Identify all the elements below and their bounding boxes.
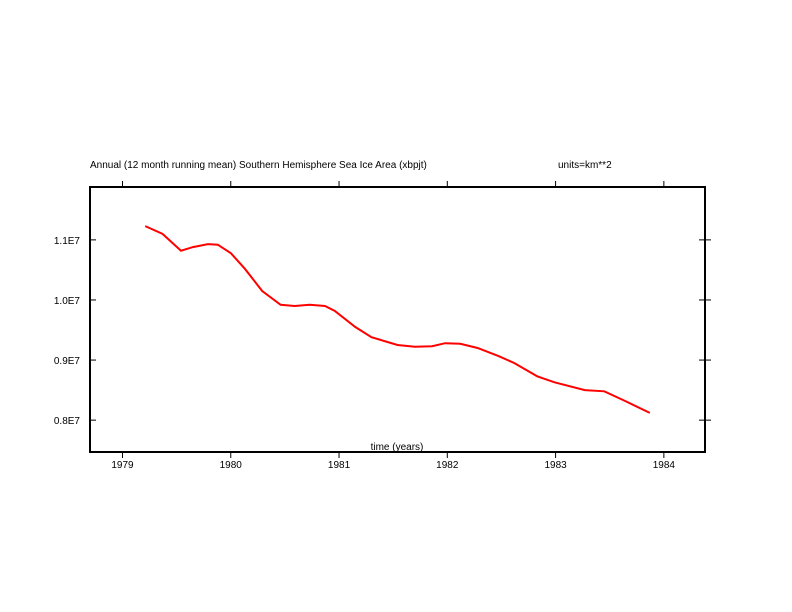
- x-tick-label: 1983: [544, 460, 567, 471]
- series-line: [144, 225, 651, 414]
- x-tick-label: 1979: [111, 460, 134, 471]
- y-tick-label: 0.9E7: [54, 356, 81, 367]
- x-tick-label: 1980: [220, 460, 243, 471]
- y-tick-label: 1.0E7: [54, 296, 81, 307]
- y-tick-label: 0.8E7: [54, 416, 81, 427]
- x-tick-label: 1984: [653, 460, 676, 471]
- x-axis-label: time (years): [371, 442, 424, 453]
- chart-title: Annual (12 month running mean) Southern …: [90, 160, 427, 171]
- x-tick-label: 1981: [328, 460, 351, 471]
- plot-frame: [89, 186, 706, 453]
- x-tick-label: 1982: [436, 460, 459, 471]
- units-label: units=km**2: [558, 160, 612, 171]
- y-tick-label: 1.1E7: [54, 236, 81, 247]
